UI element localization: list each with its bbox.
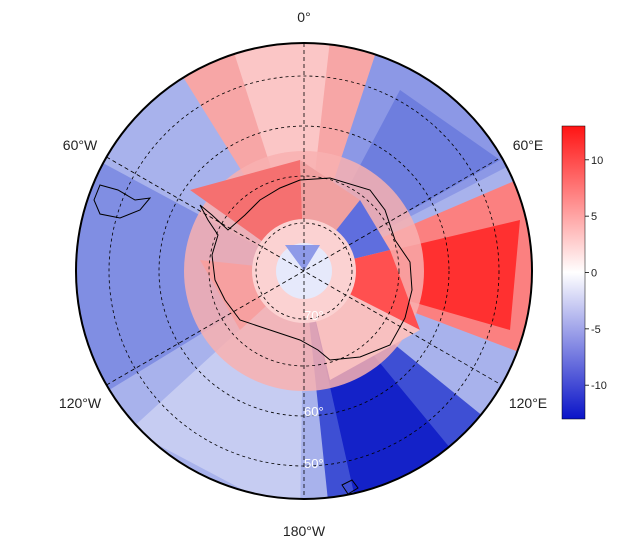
longitude-gridlines <box>106 43 502 499</box>
lon-label-lower-right: 120°E <box>509 395 547 411</box>
island-coastline <box>341 479 359 495</box>
antarctica-coastline <box>199 177 413 361</box>
colorbar <box>561 125 586 420</box>
lat-label-70: 70° <box>304 308 324 323</box>
colorbar-tick-label: 5 <box>591 211 597 223</box>
colorbar-tick-label: 0 <box>591 268 597 280</box>
colorbar-tick-label: -5 <box>591 324 601 336</box>
lon-label-upper-left: 60°W <box>63 137 98 153</box>
lon-label-bottom: 180°W <box>283 523 326 539</box>
lon-label-top: 0° <box>297 9 310 25</box>
lat-label-60: 60° <box>304 404 324 419</box>
south-america-coastline <box>93 184 152 219</box>
lon-label-upper-right: 60°E <box>513 137 544 153</box>
colorbar-ticks: 10 5 0 -5 -10 <box>585 155 607 392</box>
map-boundary <box>75 42 533 500</box>
lat-label-50: 50° <box>304 456 324 471</box>
colorbar-tick-label: 10 <box>591 155 603 167</box>
lon-label-lower-left: 120°W <box>59 395 102 411</box>
colorbar-tick-label: -10 <box>591 380 607 392</box>
